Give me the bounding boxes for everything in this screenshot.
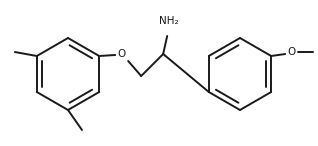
Text: O: O xyxy=(287,47,295,57)
Text: NH₂: NH₂ xyxy=(159,16,179,26)
Text: O: O xyxy=(117,49,125,59)
